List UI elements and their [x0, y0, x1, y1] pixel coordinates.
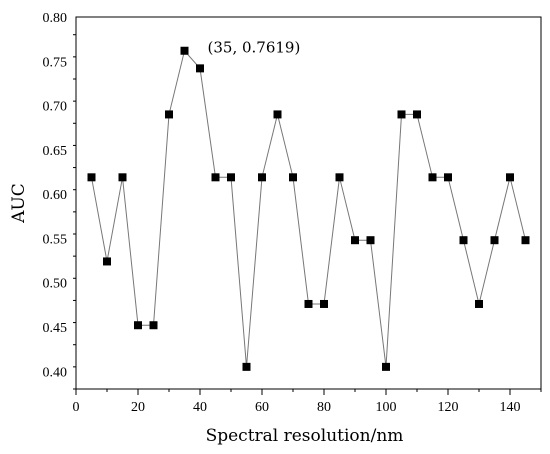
data-point-marker [258, 173, 266, 182]
data-point-marker [304, 299, 313, 308]
y-tick-label: 0.40 [43, 365, 68, 380]
data-point-marker [196, 64, 204, 73]
x-tick-label: 120 [438, 400, 459, 415]
data-point-marker [351, 236, 359, 245]
data-point-marker [134, 321, 142, 330]
series-line [91, 49, 526, 367]
data-point-marker [444, 173, 452, 182]
labels: 0 20 40 60 80 100 120 140 0.40 0.45 0.50 0.55 0.60 0.… [9, 11, 521, 446]
y-tick-label: 0.65 [43, 144, 68, 159]
axes [75, 16, 542, 390]
data-point-marker [320, 299, 328, 308]
y-tick-label: 0.55 [43, 232, 68, 247]
data-point-marker [180, 46, 189, 55]
y-tick-label: 0.80 [43, 11, 68, 26]
series [87, 46, 530, 371]
x-tick-label: 0 [73, 400, 80, 415]
ticks [73, 34, 542, 395]
data-point-marker [397, 110, 406, 119]
x-tick-label: 60 [255, 400, 269, 415]
x-tick-label: 100 [376, 400, 397, 415]
x-tick-label: 40 [193, 400, 207, 415]
data-point-marker [506, 173, 514, 182]
data-point-marker [273, 110, 282, 119]
y-tick-label: 0.50 [43, 277, 68, 292]
data-point-marker [335, 173, 344, 182]
plot-frame [75, 16, 542, 390]
data-point-marker [103, 257, 111, 266]
x-tick-label: 140 [500, 400, 521, 415]
peak-annotation: (35, 0.7619) [208, 39, 301, 57]
data-point-marker [459, 236, 468, 245]
y-tick-label: 0.70 [43, 100, 68, 115]
y-tick-label: 0.60 [43, 188, 68, 203]
data-point-marker [227, 173, 235, 182]
data-point-marker [165, 110, 173, 119]
data-point-marker [149, 321, 158, 330]
x-axis-title: Spectral resolution/nm [206, 426, 404, 446]
data-point-marker [87, 173, 96, 182]
x-tick-label: 20 [131, 400, 145, 415]
data-point-marker [289, 173, 297, 182]
x-tick-label: 80 [317, 400, 331, 415]
data-point-marker [428, 173, 437, 182]
data-point-marker [382, 362, 390, 371]
data-point-marker [242, 362, 251, 371]
y-tick-label: 0.45 [43, 321, 68, 336]
data-point-marker [475, 299, 483, 308]
data-point-marker [118, 173, 127, 182]
y-axis-title: AUC [9, 183, 29, 224]
data-point-marker [211, 173, 220, 182]
data-point-marker [521, 236, 530, 245]
data-point-marker [490, 236, 499, 245]
y-tick-label: 0.75 [43, 55, 68, 70]
data-point-marker [413, 110, 421, 119]
data-point-marker [366, 236, 375, 245]
